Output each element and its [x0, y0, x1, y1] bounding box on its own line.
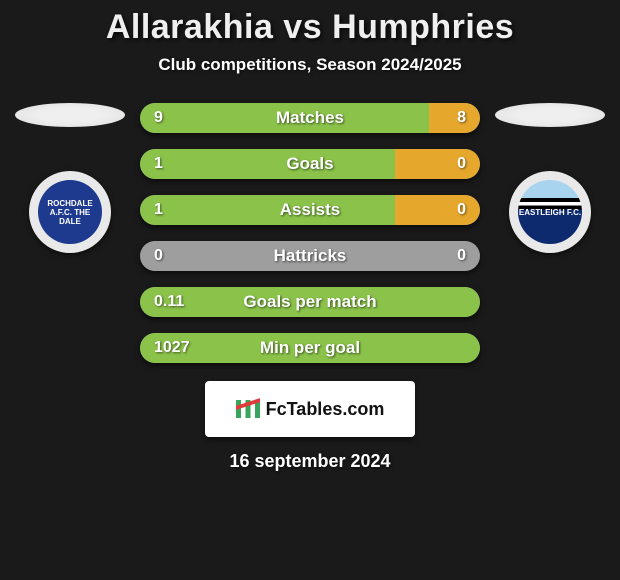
bar-right [429, 103, 480, 133]
stat-value-left: 0 [154, 247, 163, 265]
stat-value-right: 8 [457, 109, 466, 127]
stat-value-left: 1 [154, 155, 163, 173]
stat-value-right: 0 [457, 201, 466, 219]
stat-label: Matches [276, 108, 344, 128]
stat-label: Min per goal [260, 338, 360, 358]
stat-value-left: 9 [154, 109, 163, 127]
crest-right: EASTLEIGH F.C. [509, 171, 591, 253]
stat-row: Hattricks 0 0 [140, 241, 480, 271]
stat-value-right: 0 [457, 247, 466, 265]
stat-label: Assists [280, 200, 340, 220]
stat-row: Matches 9 8 [140, 103, 480, 133]
bar-left [140, 195, 395, 225]
crest-left-label: ROCHDALE A.F.C. THE DALE [38, 180, 102, 244]
bar-left [140, 149, 395, 179]
page-title: Allarakhia vs Humphries [106, 8, 514, 47]
crest-right-label: EASTLEIGH F.C. [518, 180, 582, 244]
source-box: FcTables.com [205, 381, 415, 437]
stat-label: Goals per match [243, 292, 376, 312]
stat-row: Min per goal 1027 [140, 333, 480, 363]
stat-row: Goals per match 0.11 [140, 287, 480, 317]
left-column: ROCHDALE A.F.C. THE DALE [20, 103, 120, 253]
stat-value-left: 0.11 [154, 293, 184, 311]
crest-left: ROCHDALE A.F.C. THE DALE [29, 171, 111, 253]
right-column: EASTLEIGH F.C. [500, 103, 600, 253]
stat-label: Hattricks [274, 246, 347, 266]
source-chart-icon [236, 400, 260, 418]
page-subtitle: Club competitions, Season 2024/2025 [158, 55, 461, 75]
stats-list: Matches98Goals10Assists10Hattricks00Goal… [140, 103, 480, 363]
right-oval-placeholder [495, 103, 605, 127]
infographic-root: Allarakhia vs Humphries Club competition… [0, 0, 620, 580]
comparison-panel: ROCHDALE A.F.C. THE DALE Matches 9 8 Goals 1… [0, 103, 620, 363]
stat-row: Assists 1 0 [140, 195, 480, 225]
source-inner: FcTables.com [236, 399, 385, 420]
stat-value-right: 0 [457, 155, 466, 173]
stat-label: Goals [286, 154, 333, 174]
stat-row: Goals 1 0 [140, 149, 480, 179]
stat-value-left: 1027 [154, 339, 190, 357]
bar-right [395, 149, 480, 179]
source-text: FcTables.com [266, 399, 385, 420]
stat-value-left: 1 [154, 201, 163, 219]
left-oval-placeholder [15, 103, 125, 127]
footer-date: 16 september 2024 [229, 451, 390, 472]
bar-right [395, 195, 480, 225]
